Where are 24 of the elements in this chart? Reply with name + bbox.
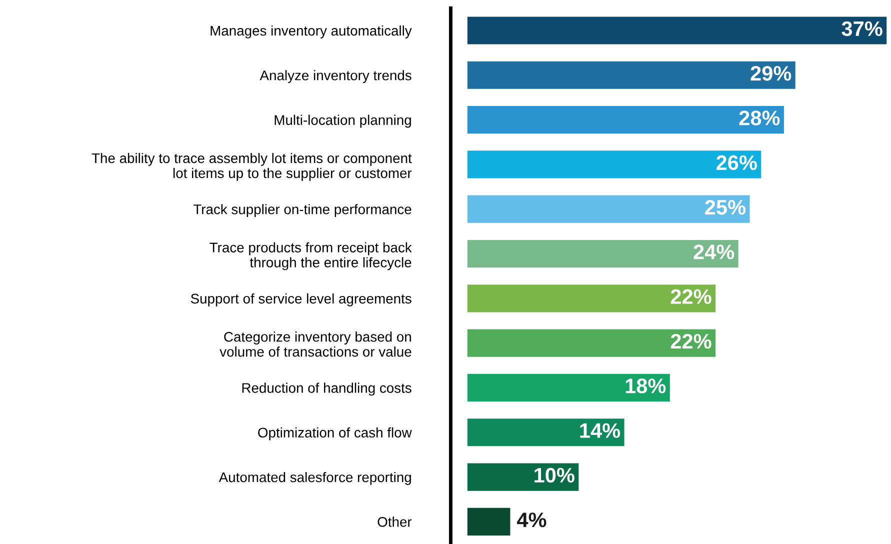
y-tick-label: Track supplier on-time performance: [193, 204, 412, 218]
y-tick-label: Categorize inventory based on volume of transactions or value: [220, 332, 412, 357]
data-label: 22%: [670, 289, 712, 304]
data-label: 37%: [842, 21, 882, 36]
y-tick-label: Automated salesforce reporting: [218, 472, 411, 485]
y-tick-label: Optimization of cash flow: [258, 427, 412, 440]
data-label: 28%: [739, 110, 780, 126]
y-tick-label: Analyze inventory trends: [260, 70, 412, 84]
y-tick-label: Reduction of handling costs: [242, 382, 412, 396]
y-tick-label: Trace products from receipt back through the entire lifecycle: [210, 242, 412, 270]
data-label: 18%: [626, 378, 666, 394]
data-label: 24%: [694, 244, 734, 260]
data-label: 25%: [705, 200, 746, 215]
data-label: 4%: [517, 512, 546, 528]
data-label: 22%: [670, 334, 712, 349]
data-label: 10%: [534, 468, 574, 483]
data-label: 26%: [716, 155, 757, 170]
y-tick-label: Support of service level agreements: [190, 293, 412, 306]
data-label: 14%: [580, 423, 620, 438]
y-tick-label: Multi-location planning: [274, 114, 411, 128]
data-label: 29%: [750, 66, 792, 81]
y-tick-label: Other: [378, 516, 412, 527]
y-tick-label: The ability to trace assembly lot items or component lot items up to the supplier or customer: [92, 152, 412, 181]
y-tick-label: Manages inventory automatically: [210, 25, 412, 38]
